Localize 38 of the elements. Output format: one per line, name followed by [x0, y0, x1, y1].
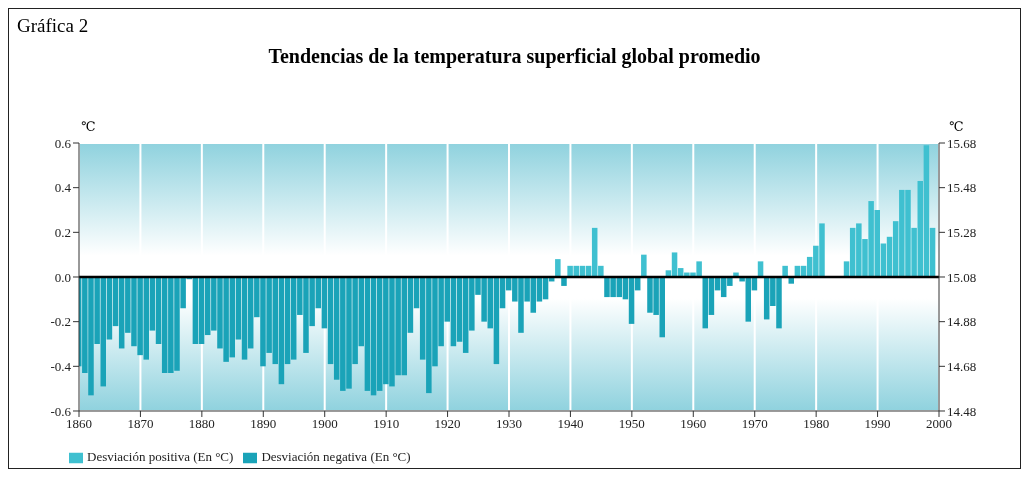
x-tick-label: 1940 [557, 416, 584, 432]
y2-tick-label: 15.68 [947, 135, 977, 151]
y-tick-label: -0.2 [50, 314, 71, 330]
x-tick-label: 1930 [496, 416, 522, 432]
x-tick-label: 1870 [127, 416, 154, 432]
x-tick-label: 1890 [250, 416, 277, 432]
x-tick-label: 1970 [741, 416, 768, 432]
text: Gráfica 2 [17, 15, 89, 37]
legend-label: Desviación positiva (En °C) [87, 448, 234, 464]
y-tick-label: 0.0 [54, 269, 71, 285]
y2-tick-label: 14.48 [947, 403, 977, 419]
chart-title: Tendencias de la temperatura superficial global promedio [267, 45, 762, 68]
x-tick-label: 1880 [188, 416, 215, 432]
y2-tick-label: 14.88 [947, 314, 977, 330]
y-tick-label: 0.2 [54, 224, 71, 240]
y2-tick-label: 14.68 [947, 358, 977, 374]
x-tick-label: 1990 [864, 416, 891, 432]
x-tick-label: 1910 [373, 416, 400, 432]
legend-label: Desviación negativa (En °C) [261, 448, 411, 464]
x-tick-label: 1960 [680, 416, 707, 432]
bar [641, 254, 647, 277]
x-tick-label: 1920 [434, 416, 461, 432]
bar [782, 265, 788, 277]
y2-tick-label: 15.28 [947, 224, 977, 240]
y2-tick-label: 15.48 [947, 180, 977, 196]
y-tick-label: 0.4 [54, 180, 72, 196]
x-tick-label: 1950 [618, 416, 645, 432]
y2-axis-title: ℃ [949, 119, 964, 135]
x-tick-label: 1900 [311, 416, 338, 432]
y-axis-title: ℃ [81, 119, 96, 135]
y-tick-label: -0.6 [50, 403, 72, 419]
x-tick-label: 2000 [926, 416, 952, 432]
x-tick-label: 1860 [66, 416, 92, 432]
y2-tick-label: 15.08 [947, 269, 977, 285]
bar [555, 259, 561, 277]
x-tick-label: 1980 [803, 416, 830, 432]
y-tick-label: -0.4 [50, 358, 72, 374]
y-tick-label: 0.6 [54, 135, 72, 151]
